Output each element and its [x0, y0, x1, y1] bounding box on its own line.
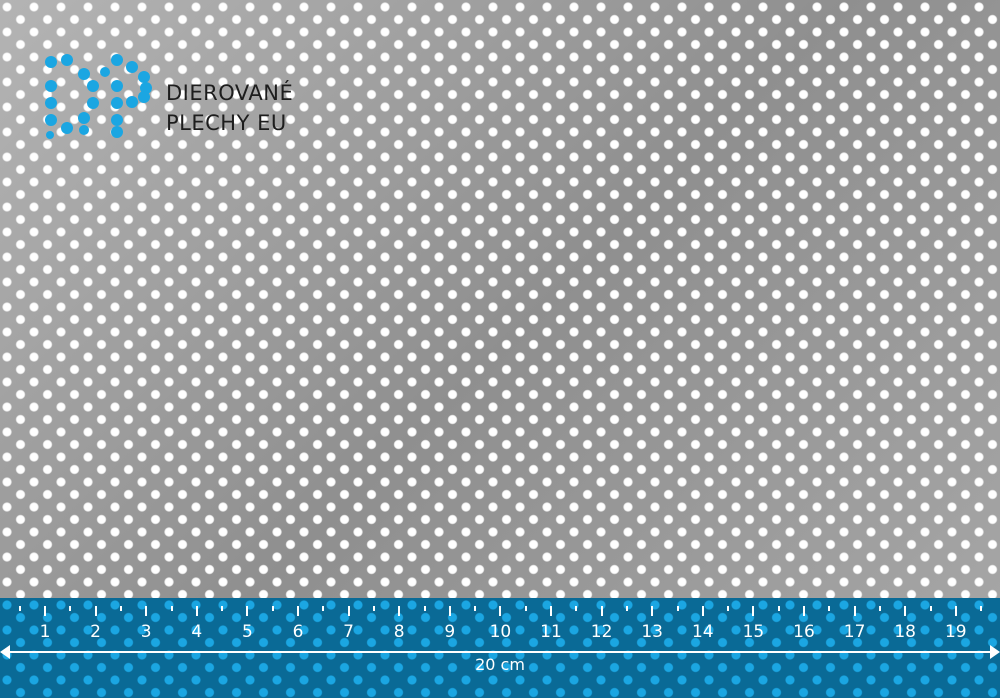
half-cm-tick — [524, 606, 527, 611]
measurement-ruler: 20 cm 1 2 3 4 5 6 7 8 9 10 11 12 13 14 15 16 17 18 19 — [0, 598, 1000, 698]
cm-label: 17 — [843, 622, 866, 642]
half-cm-tick — [271, 606, 274, 611]
cm-tick — [752, 606, 755, 616]
half-cm-tick — [221, 606, 224, 611]
cm-tick — [651, 606, 654, 616]
cm-label: 3 — [140, 622, 152, 642]
half-cm-tick — [980, 606, 983, 611]
cm-tick — [297, 606, 299, 616]
length-arrow — [4, 651, 996, 653]
arrow-left-icon — [0, 645, 10, 659]
cm-label: 1 — [39, 622, 51, 642]
cm-tick — [904, 606, 907, 616]
logo-line-1: DIEROVANÉ — [166, 81, 294, 105]
half-cm-tick — [777, 606, 780, 611]
cm-label: 9 — [444, 622, 456, 642]
cm-label: 8 — [393, 622, 405, 642]
half-cm-tick — [828, 606, 831, 611]
cm-tick — [550, 606, 552, 616]
cm-tick — [499, 606, 502, 616]
half-cm-tick — [423, 606, 426, 611]
cm-tick — [701, 606, 704, 616]
cm-tick — [44, 606, 46, 616]
half-cm-tick — [474, 606, 477, 611]
cm-label: 7 — [343, 622, 355, 642]
half-cm-tick — [575, 606, 578, 611]
logo-line-2: PLECHY EU — [166, 111, 287, 135]
cm-label: 10 — [489, 622, 512, 642]
cm-tick — [145, 606, 148, 616]
cm-tick — [246, 606, 249, 616]
half-cm-tick — [727, 606, 730, 611]
cm-label: 18 — [894, 622, 917, 642]
arrow-right-icon — [990, 645, 1000, 659]
half-cm-tick — [119, 606, 122, 611]
cm-label: 15 — [742, 622, 765, 642]
half-cm-tick — [676, 606, 679, 611]
half-cm-tick — [929, 606, 932, 611]
logo-text: DIEROVANÉ PLECHY EU — [166, 78, 293, 138]
half-cm-tick — [18, 606, 21, 611]
cm-label: 16 — [793, 622, 815, 642]
half-cm-tick — [625, 606, 628, 611]
cm-label: 4 — [191, 622, 203, 642]
cm-label: 6 — [292, 622, 304, 642]
cm-label: 13 — [641, 622, 664, 642]
cm-label: 11 — [540, 622, 562, 642]
half-cm-tick — [372, 606, 375, 611]
length-label: 20 cm — [475, 655, 525, 674]
half-cm-tick — [69, 606, 72, 611]
logo-dp-mark — [45, 54, 152, 139]
cm-label: 14 — [691, 622, 714, 642]
cm-tick — [853, 606, 856, 616]
cm-label: 19 — [944, 622, 967, 642]
cm-label: 2 — [90, 622, 102, 642]
cm-tick — [600, 606, 603, 616]
cm-tick — [954, 606, 957, 616]
cm-label: 5 — [241, 622, 253, 642]
cm-tick — [803, 606, 805, 616]
cm-tick — [195, 606, 198, 616]
cm-label: 12 — [590, 622, 613, 642]
cm-tick — [347, 606, 350, 616]
half-cm-tick — [878, 606, 881, 611]
cm-tick — [398, 606, 401, 616]
half-cm-tick — [322, 606, 325, 611]
half-cm-tick — [170, 606, 173, 611]
cm-tick — [448, 606, 451, 616]
cm-tick — [94, 606, 97, 616]
